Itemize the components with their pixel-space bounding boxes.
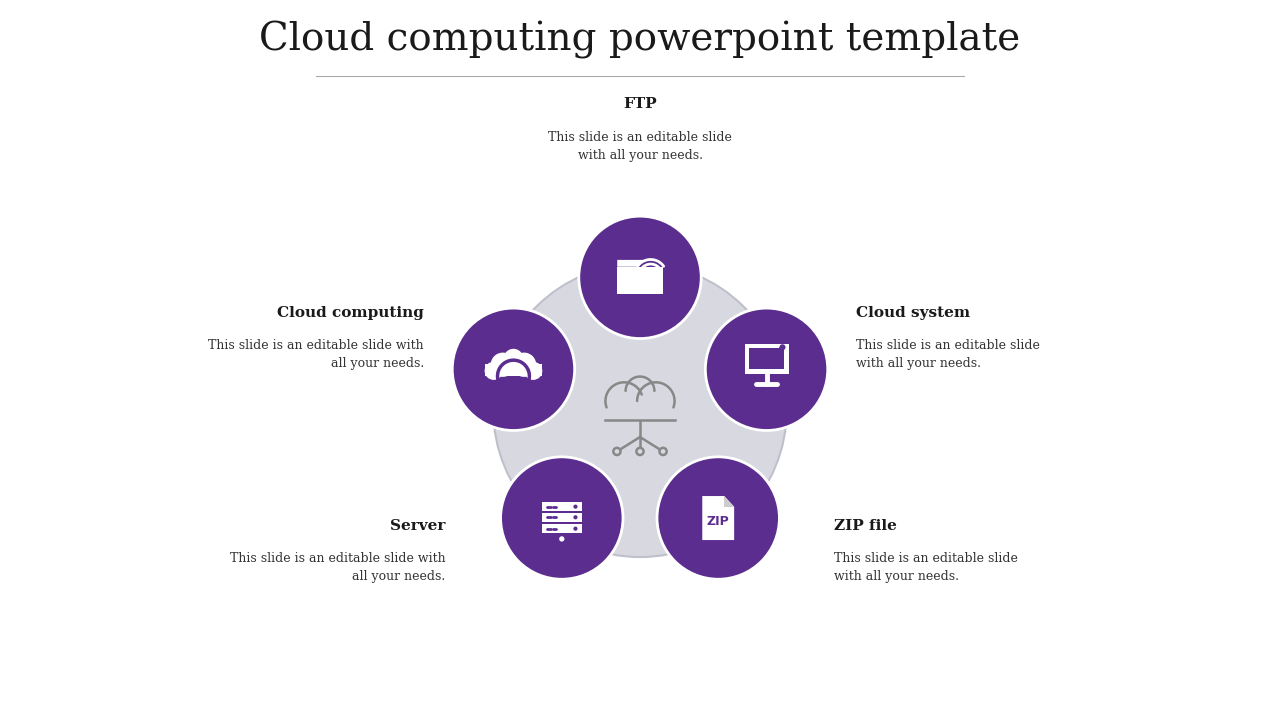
Circle shape xyxy=(500,457,623,580)
Bar xyxy=(541,513,581,522)
Circle shape xyxy=(573,516,577,519)
Polygon shape xyxy=(724,496,735,507)
Circle shape xyxy=(503,348,524,369)
Circle shape xyxy=(636,448,644,455)
Circle shape xyxy=(485,361,503,380)
Bar xyxy=(485,364,541,376)
Text: This slide is an editable slide
with all your needs.: This slide is an editable slide with all… xyxy=(835,552,1019,583)
Text: Cloud computing: Cloud computing xyxy=(278,306,424,320)
Text: This slide is an editable slide
with all your needs.: This slide is an editable slide with all… xyxy=(548,130,732,162)
Circle shape xyxy=(559,536,564,541)
Text: ZIP file: ZIP file xyxy=(835,518,897,533)
Circle shape xyxy=(573,505,577,509)
Text: ZIP: ZIP xyxy=(707,515,730,528)
Circle shape xyxy=(452,308,575,431)
Text: Cloud system: Cloud system xyxy=(856,306,970,320)
Circle shape xyxy=(659,448,667,455)
Circle shape xyxy=(649,274,653,277)
Circle shape xyxy=(490,353,515,377)
Text: FTP: FTP xyxy=(623,97,657,112)
Circle shape xyxy=(657,457,780,580)
Circle shape xyxy=(573,526,577,531)
Text: This slide is an editable slide with
all your needs.: This slide is an editable slide with all… xyxy=(209,339,424,371)
Circle shape xyxy=(512,353,536,377)
Text: Cloud computing powerpoint template: Cloud computing powerpoint template xyxy=(260,21,1020,58)
Polygon shape xyxy=(703,496,735,540)
Bar xyxy=(745,344,788,374)
Text: Server: Server xyxy=(390,518,445,533)
Text: This slide is an editable slide with
all your needs.: This slide is an editable slide with all… xyxy=(230,552,445,583)
Polygon shape xyxy=(617,260,644,266)
Bar xyxy=(749,348,783,369)
Circle shape xyxy=(493,264,787,557)
Bar xyxy=(541,524,581,534)
Circle shape xyxy=(579,216,701,338)
Circle shape xyxy=(524,361,543,380)
Circle shape xyxy=(780,344,786,351)
Bar xyxy=(541,502,581,511)
Circle shape xyxy=(613,448,621,455)
Circle shape xyxy=(705,308,828,431)
Polygon shape xyxy=(617,266,663,294)
Text: This slide is an editable slide
with all your needs.: This slide is an editable slide with all… xyxy=(856,339,1039,371)
